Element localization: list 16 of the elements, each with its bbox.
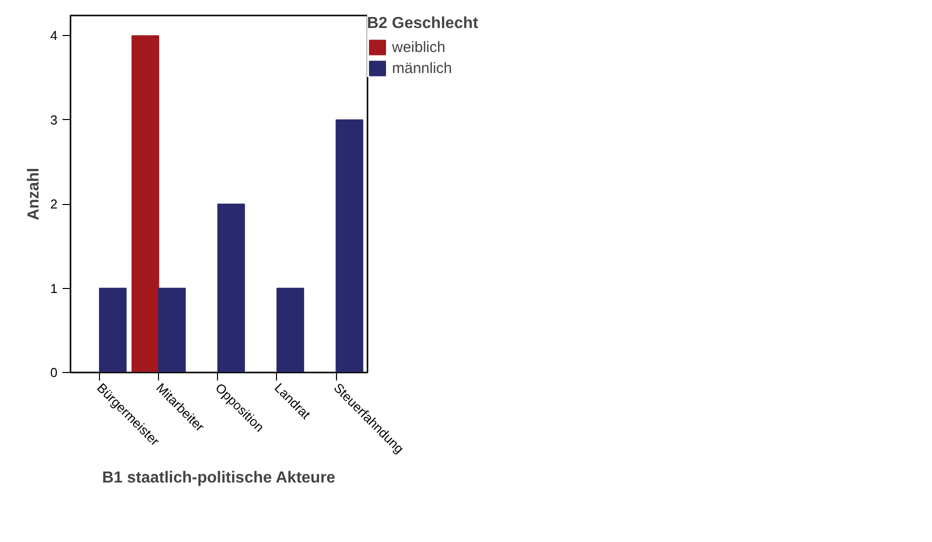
y-tick-label: 4	[50, 28, 58, 44]
y-tick-label: 0	[50, 365, 58, 380]
y-tick-label: 2	[50, 196, 58, 212]
y-tick-label: 3	[50, 112, 58, 128]
bar	[98, 288, 127, 372]
y-tick-label: 1	[50, 280, 58, 296]
legend-label: männlich	[392, 60, 452, 76]
legend-title: B2 Geschlecht	[367, 15, 478, 33]
bar	[336, 119, 364, 372]
bar	[217, 204, 245, 372]
x-axis-title: B1 staatlich-politische Akteure	[102, 470, 336, 487]
legend-label: weiblich	[392, 38, 446, 56]
bar	[158, 288, 186, 372]
y-axis-title: Anzahl	[25, 168, 42, 220]
bar	[276, 288, 304, 372]
bar	[132, 35, 160, 372]
